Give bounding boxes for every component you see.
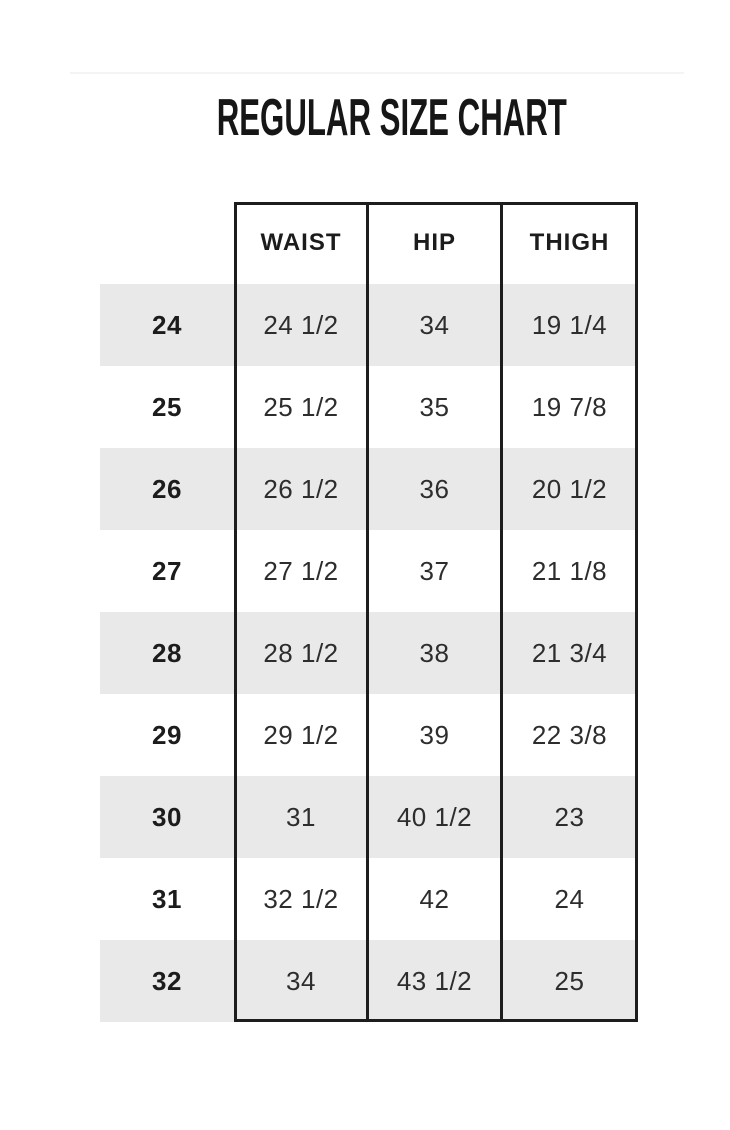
hip-value: 39 xyxy=(419,719,450,750)
waist-column-header: WAIST xyxy=(260,229,342,256)
thigh-value: 21 1/8 xyxy=(531,555,608,586)
waist-value: 27 1/2 xyxy=(263,555,339,586)
hip-value: 36 xyxy=(419,473,450,504)
waist-value: 32 1/2 xyxy=(263,883,339,914)
size-label: 26 xyxy=(152,473,182,504)
size-label: 28 xyxy=(152,637,182,668)
table-row: 27 27 1/2 37 21 1/8 xyxy=(100,530,638,612)
waist-value: 24 1/2 xyxy=(263,309,339,340)
table-body: 24 24 1/2 34 19 1/4 25 25 1/2 35 19 7/8 26 26 1/2… xyxy=(100,284,638,1022)
thigh-value: 21 3/4 xyxy=(531,637,608,668)
waist-value: 25 1/2 xyxy=(263,391,339,422)
thigh-value: 25 xyxy=(554,965,585,996)
title-container: REGULAR SIZE CHART xyxy=(100,92,652,144)
top-divider-line xyxy=(70,72,684,74)
page-title: REGULAR SIZE CHART xyxy=(216,89,567,147)
size-label: 30 xyxy=(152,801,182,832)
table-row: 32 34 43 1/2 25 xyxy=(100,940,638,1022)
hip-value: 38 xyxy=(419,637,450,668)
size-label: 24 xyxy=(152,309,182,340)
hip-value: 40 1/2 xyxy=(396,801,473,832)
thigh-column-header: THIGH xyxy=(529,229,610,256)
waist-value: 26 1/2 xyxy=(263,473,339,504)
thigh-value: 20 1/2 xyxy=(531,473,608,504)
table-row: 29 29 1/2 39 22 3/8 xyxy=(100,694,638,776)
table-header-row: WAIST HIP THIGH xyxy=(100,202,638,284)
hip-value: 43 1/2 xyxy=(396,965,473,996)
thigh-value: 19 7/8 xyxy=(531,391,608,422)
waist-value: 31 xyxy=(286,801,316,832)
size-chart-table: WAIST HIP THIGH 24 24 1/2 34 19 1/4 25 25 1/2… xyxy=(100,202,638,1022)
thigh-value: 23 xyxy=(554,801,585,832)
hip-value: 37 xyxy=(419,555,450,586)
table-row: 25 25 1/2 35 19 7/8 xyxy=(100,366,638,448)
table-row: 28 28 1/2 38 21 3/4 xyxy=(100,612,638,694)
table-row: 30 31 40 1/2 23 xyxy=(100,776,638,858)
hip-column-header: HIP xyxy=(412,229,456,256)
table-row: 26 26 1/2 36 20 1/2 xyxy=(100,448,638,530)
thigh-value: 24 xyxy=(554,883,585,914)
size-label: 32 xyxy=(152,965,182,996)
waist-value: 34 xyxy=(286,965,316,996)
size-label: 29 xyxy=(152,719,182,750)
size-column-header xyxy=(100,202,234,284)
waist-value: 28 1/2 xyxy=(263,637,339,668)
thigh-value: 19 1/4 xyxy=(531,309,608,340)
hip-value: 35 xyxy=(419,391,450,422)
size-label: 27 xyxy=(152,555,182,586)
waist-value: 29 1/2 xyxy=(263,719,339,750)
hip-value: 34 xyxy=(419,309,450,340)
hip-value: 42 xyxy=(419,883,450,914)
table-row: 24 24 1/2 34 19 1/4 xyxy=(100,284,638,366)
table-row: 31 32 1/2 42 24 xyxy=(100,858,638,940)
size-label: 31 xyxy=(152,883,182,914)
thigh-value: 22 3/8 xyxy=(531,719,608,750)
size-label: 25 xyxy=(152,391,182,422)
